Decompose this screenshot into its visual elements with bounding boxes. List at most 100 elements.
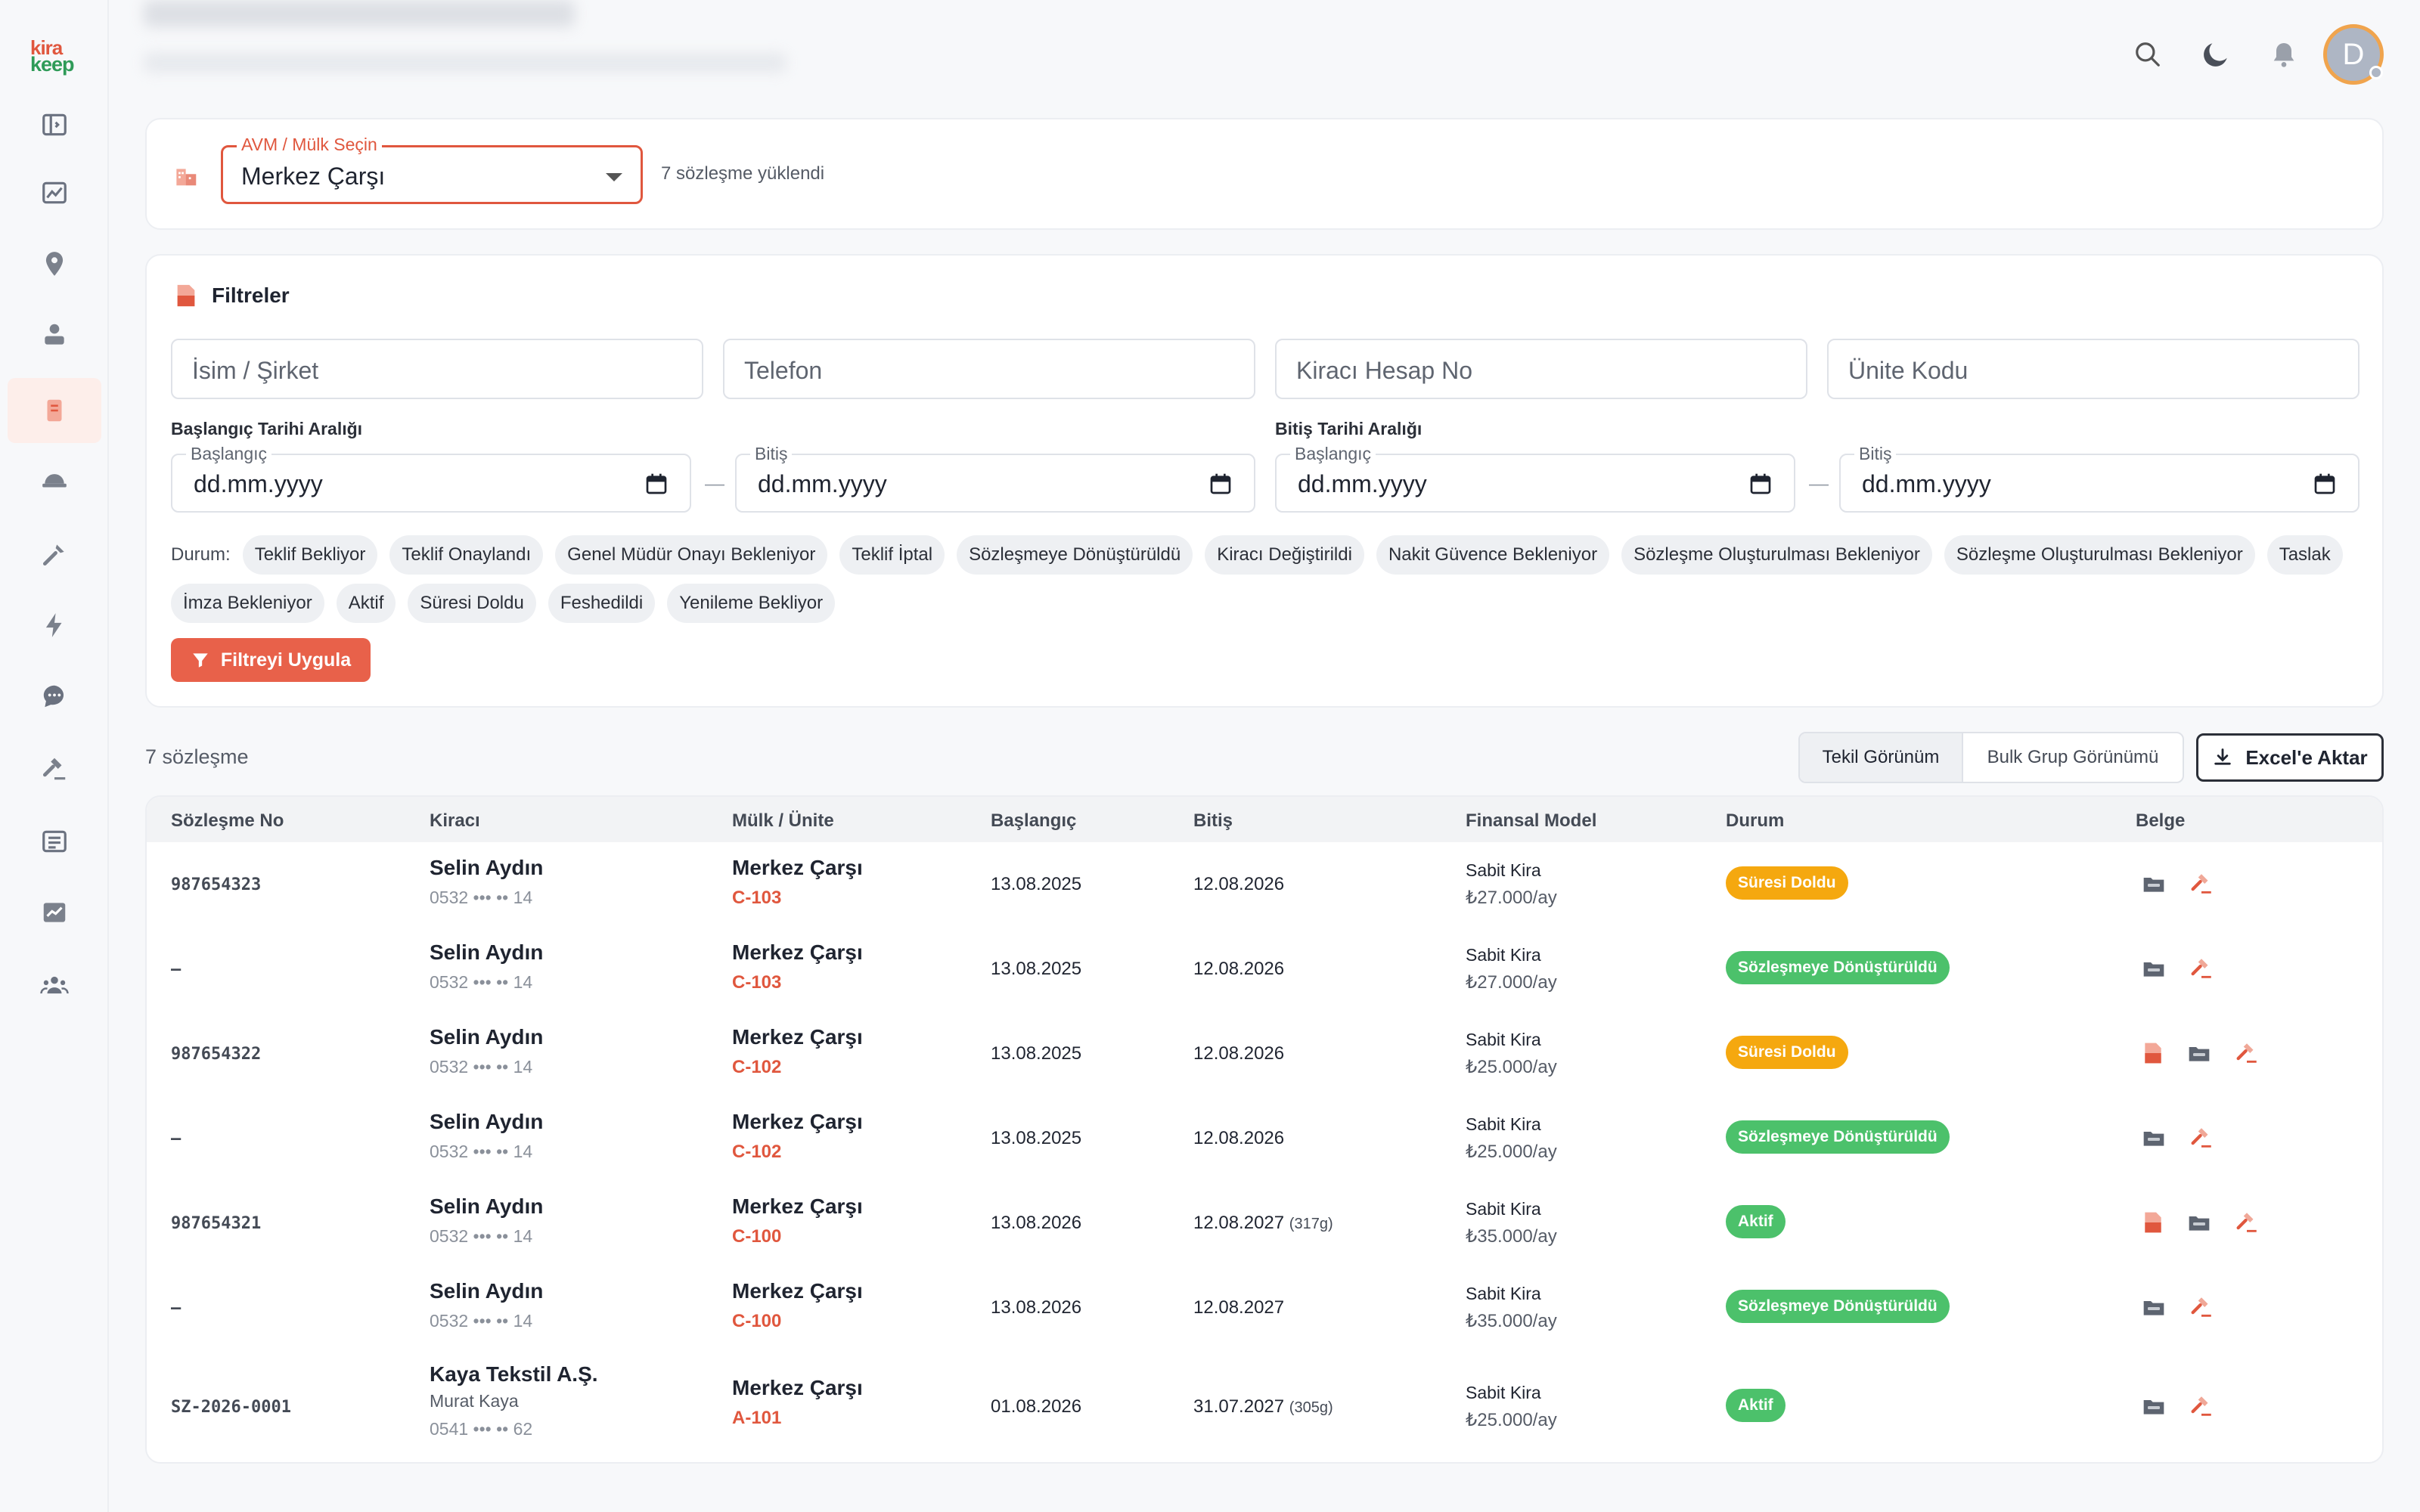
contract-number[interactable]: 987654321 bbox=[171, 1214, 262, 1233]
gavel-icon[interactable] bbox=[2234, 1210, 2260, 1239]
sidebar-item-hardhat[interactable] bbox=[8, 448, 101, 513]
status-chip[interactable]: Sözleşmeye Dönüştürüldü bbox=[957, 535, 1193, 575]
status-chip[interactable]: Sözleşme Oluşturulması Bekleniyor bbox=[1944, 535, 2255, 575]
folder-icon[interactable] bbox=[2142, 1296, 2166, 1322]
contract-number[interactable]: SZ-2026-0001 bbox=[171, 1398, 291, 1417]
tenant-name[interactable]: Selin Aydın bbox=[430, 1194, 544, 1218]
folder-icon[interactable] bbox=[2142, 1395, 2166, 1421]
tenant-name[interactable]: Selin Aydın bbox=[430, 1110, 544, 1133]
table-row[interactable]: 987654321 Selin Aydın 0532 ••• •• 14 Mer… bbox=[147, 1181, 2382, 1266]
contract-number[interactable]: – bbox=[171, 1299, 182, 1318]
contract-number[interactable]: – bbox=[171, 960, 182, 979]
table-row[interactable]: – Selin Aydın 0532 ••• •• 14 Merkez Çarş… bbox=[147, 1096, 2382, 1181]
user-avatar[interactable]: D bbox=[2323, 24, 2384, 85]
export-excel-button[interactable]: Excel'e Aktar bbox=[2196, 733, 2384, 782]
table-row[interactable]: SZ-2026-0001 Kaya Tekstil A.Ş. Murat Kay… bbox=[147, 1350, 2382, 1462]
search-button[interactable] bbox=[2128, 35, 2167, 74]
tenant-name[interactable]: Selin Aydın bbox=[430, 856, 544, 879]
unit-code[interactable]: C-103 bbox=[732, 888, 782, 908]
gavel-icon[interactable] bbox=[2189, 1125, 2214, 1154]
sidebar-item-document[interactable] bbox=[8, 378, 101, 443]
col-status[interactable]: Durum bbox=[1726, 810, 1785, 831]
tenant-name[interactable]: Kaya Tekstil A.Ş. bbox=[430, 1362, 598, 1386]
status-chip[interactable]: Teklif Onaylandı bbox=[389, 535, 544, 575]
dark-mode-toggle[interactable] bbox=[2196, 35, 2235, 74]
gavel-icon[interactable] bbox=[2189, 1393, 2214, 1423]
unit-code[interactable]: C-102 bbox=[732, 1142, 782, 1162]
gavel-icon[interactable] bbox=[2234, 1040, 2260, 1070]
table-row[interactable]: 987654323 Selin Aydın 0532 ••• •• 14 Mer… bbox=[147, 842, 2382, 927]
bulk-group-view-tab[interactable]: Bulk Grup Görünümü bbox=[1987, 747, 2159, 767]
table-row[interactable]: – Selin Aydın 0532 ••• •• 14 Merkez Çarş… bbox=[147, 927, 2382, 1012]
contract-number[interactable]: – bbox=[171, 1129, 182, 1148]
status-chip[interactable]: Teklif Bekliyor bbox=[242, 535, 378, 575]
start-range-from-date[interactable]: Başlangıç dd.mm.yyyy bbox=[171, 444, 691, 513]
status-chip[interactable]: Sözleşme Oluşturulması Bekleniyor bbox=[1621, 535, 1932, 575]
col-end[interactable]: Bitiş bbox=[1193, 810, 1233, 831]
folder-icon[interactable] bbox=[2142, 872, 2166, 899]
status-chip[interactable]: Teklif İptal bbox=[839, 535, 945, 575]
kirakeep-logo[interactable]: kira keep bbox=[30, 38, 80, 80]
status-chip[interactable]: Süresi Doldu bbox=[408, 584, 536, 623]
calendar-icon[interactable] bbox=[644, 472, 669, 496]
sidebar-item-chat[interactable] bbox=[8, 664, 101, 729]
property-select[interactable]: AVM / Mülk Seçin Merkez Çarşı bbox=[221, 135, 643, 204]
sidebar-item-list[interactable] bbox=[8, 809, 101, 874]
col-finance[interactable]: Finansal Model bbox=[1466, 810, 1597, 831]
gavel-icon[interactable] bbox=[2189, 871, 2214, 900]
unit-code[interactable]: A-101 bbox=[732, 1408, 782, 1428]
unit-code-input[interactable]: Ünite Kodu bbox=[1827, 339, 2360, 399]
folder-icon[interactable] bbox=[2142, 1126, 2166, 1153]
table-row[interactable]: – Selin Aydın 0532 ••• •• 14 Merkez Çarş… bbox=[147, 1266, 2382, 1350]
sidebar-item-chart[interactable] bbox=[8, 160, 101, 225]
folder-icon[interactable] bbox=[2187, 1211, 2211, 1238]
tenant-account-input[interactable]: Kiracı Hesap No bbox=[1275, 339, 1807, 399]
col-start[interactable]: Başlangıç bbox=[991, 810, 1077, 831]
gavel-icon[interactable] bbox=[2189, 1294, 2214, 1324]
calendar-icon[interactable] bbox=[1748, 472, 1773, 496]
table-row[interactable]: 987654322 Selin Aydın 0532 ••• •• 14 Mer… bbox=[147, 1012, 2382, 1096]
pdf-icon[interactable] bbox=[2142, 1041, 2164, 1069]
unit-code[interactable]: C-100 bbox=[732, 1311, 782, 1331]
end-range-to-date[interactable]: Bitiş dd.mm.yyyy bbox=[1839, 444, 2360, 513]
unit-code[interactable]: C-103 bbox=[732, 972, 782, 993]
status-chip[interactable]: Yenileme Bekliyor bbox=[667, 584, 836, 623]
folder-icon[interactable] bbox=[2142, 957, 2166, 984]
sidebar-item-trend[interactable] bbox=[8, 880, 101, 945]
sidebar-item-stamp[interactable] bbox=[8, 302, 101, 367]
sidebar-item-panel[interactable] bbox=[8, 92, 101, 157]
phone-input[interactable]: Telefon bbox=[723, 339, 1255, 399]
col-property-unit[interactable]: Mülk / Ünite bbox=[732, 810, 834, 831]
status-chip[interactable]: Taslak bbox=[2266, 535, 2343, 575]
tenant-name[interactable]: Selin Aydın bbox=[430, 940, 544, 964]
gavel-icon[interactable] bbox=[2189, 956, 2214, 985]
calendar-icon[interactable] bbox=[1208, 472, 1233, 496]
status-chip[interactable]: Nakit Güvence Bekleniyor bbox=[1376, 535, 1610, 575]
col-tenant[interactable]: Kiracı bbox=[430, 810, 480, 831]
tenant-name[interactable]: Selin Aydın bbox=[430, 1025, 544, 1049]
single-view-tab[interactable]: Tekil Görünüm bbox=[1800, 733, 1963, 782]
folder-icon[interactable] bbox=[2187, 1042, 2211, 1068]
unit-code[interactable]: C-102 bbox=[732, 1057, 782, 1077]
sidebar-item-gavel[interactable] bbox=[8, 736, 101, 801]
pdf-icon[interactable] bbox=[2142, 1210, 2164, 1238]
apply-filter-button[interactable]: Filtreyi Uygula bbox=[171, 638, 371, 682]
sidebar-item-location-pin[interactable] bbox=[8, 231, 101, 296]
status-chip[interactable]: Kiracı Değiştirildi bbox=[1205, 535, 1364, 575]
calendar-icon[interactable] bbox=[2313, 472, 2337, 496]
end-range-from-date[interactable]: Başlangıç dd.mm.yyyy bbox=[1275, 444, 1795, 513]
status-chip[interactable]: Aktif bbox=[336, 584, 396, 623]
tenant-name[interactable]: Selin Aydın bbox=[430, 1279, 544, 1303]
start-range-to-date[interactable]: Bitiş dd.mm.yyyy bbox=[735, 444, 1255, 513]
col-contract-no[interactable]: Sözleşme No bbox=[171, 810, 284, 831]
contract-number[interactable]: 987654323 bbox=[171, 875, 262, 894]
name-company-input[interactable]: İsim / Şirket bbox=[171, 339, 703, 399]
status-chip[interactable]: Genel Müdür Onayı Bekleniyor bbox=[555, 535, 828, 575]
contract-number[interactable]: 987654322 bbox=[171, 1045, 262, 1064]
notifications-button[interactable] bbox=[2264, 35, 2304, 74]
sidebar-item-lightning[interactable] bbox=[8, 593, 101, 658]
sidebar-item-tools[interactable] bbox=[8, 522, 101, 587]
status-chip[interactable]: İmza Bekleniyor bbox=[171, 584, 324, 623]
unit-code[interactable]: C-100 bbox=[732, 1226, 782, 1247]
status-chip[interactable]: Feshedildi bbox=[548, 584, 656, 623]
